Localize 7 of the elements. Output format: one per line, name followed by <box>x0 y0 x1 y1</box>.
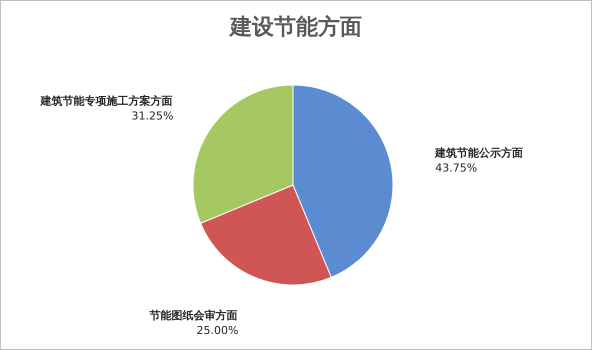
slice-label: 建筑节能专项施工方案方面 <box>39 94 172 108</box>
data-label: 25.00% <box>196 324 238 337</box>
slice-label: 节能图纸会审方面 <box>148 308 238 322</box>
data-label: 43.75% <box>435 162 478 175</box>
slice-label: 建筑节能公示方面 <box>434 146 524 160</box>
data-label: 31.25% <box>131 109 174 122</box>
chart-title: 建设节能方面 <box>228 14 362 40</box>
